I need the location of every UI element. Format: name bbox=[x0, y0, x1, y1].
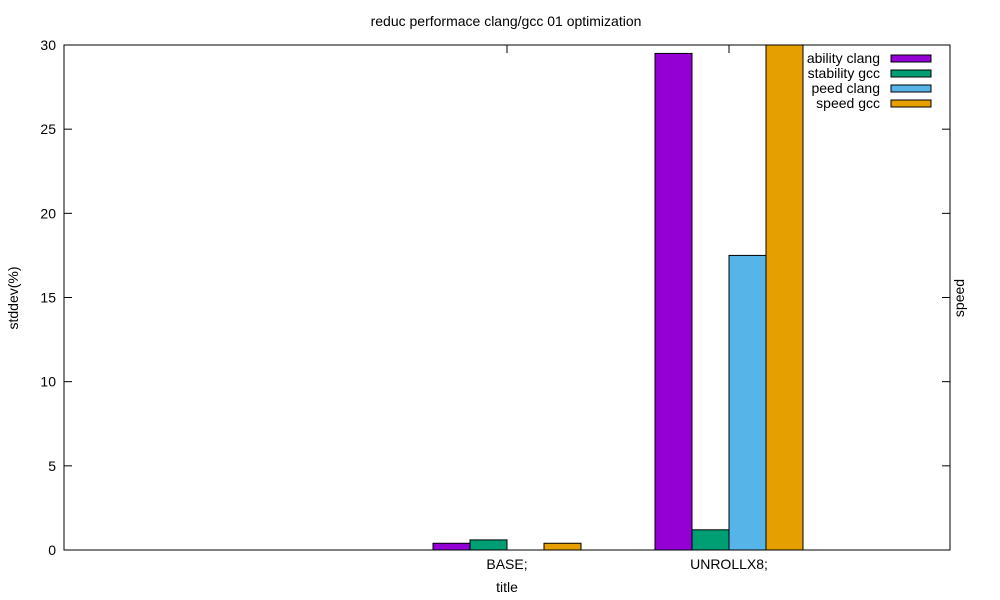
bar bbox=[654, 52, 693, 551]
bar bbox=[765, 44, 804, 551]
bars-layer bbox=[432, 44, 804, 551]
y-tick-label: 10 bbox=[40, 374, 56, 390]
y-tick-label: 20 bbox=[40, 205, 56, 221]
legend-swatch bbox=[890, 99, 932, 108]
x-axis-label: title bbox=[496, 579, 518, 595]
y-axis-label: stddev(%) bbox=[5, 266, 21, 329]
y-tick-label: 0 bbox=[48, 542, 56, 558]
plot-frame bbox=[63, 44, 951, 551]
legend-label: stability gcc bbox=[808, 65, 880, 81]
x-axis: BASE; UNROLLX8; bbox=[486, 45, 768, 572]
legend-swatch bbox=[890, 69, 932, 78]
y-tick-label: 25 bbox=[40, 121, 56, 137]
bar bbox=[691, 529, 730, 551]
legend-swatch bbox=[890, 84, 932, 93]
legend-label: speed gcc bbox=[816, 95, 880, 111]
y-tick-label: 30 bbox=[40, 37, 56, 53]
x-tick-label: BASE; bbox=[486, 556, 527, 572]
bar bbox=[469, 539, 508, 551]
x-tick-label: UNROLLX8; bbox=[690, 556, 768, 572]
bar bbox=[543, 542, 582, 551]
y-tick-label: 5 bbox=[48, 458, 56, 474]
bar bbox=[728, 254, 767, 551]
legend-swatch bbox=[890, 54, 932, 63]
y-tick-label: 15 bbox=[40, 290, 56, 306]
legend-label: peed clang bbox=[811, 80, 880, 96]
y-axis: 0 5 10 15 20 25 30 bbox=[40, 37, 950, 558]
legend-label: ability clang bbox=[807, 50, 880, 66]
bar bbox=[432, 542, 471, 551]
chart-title: reduc performace clang/gcc 01 optimizati… bbox=[371, 13, 642, 29]
y2-axis-label: speed bbox=[951, 279, 967, 317]
